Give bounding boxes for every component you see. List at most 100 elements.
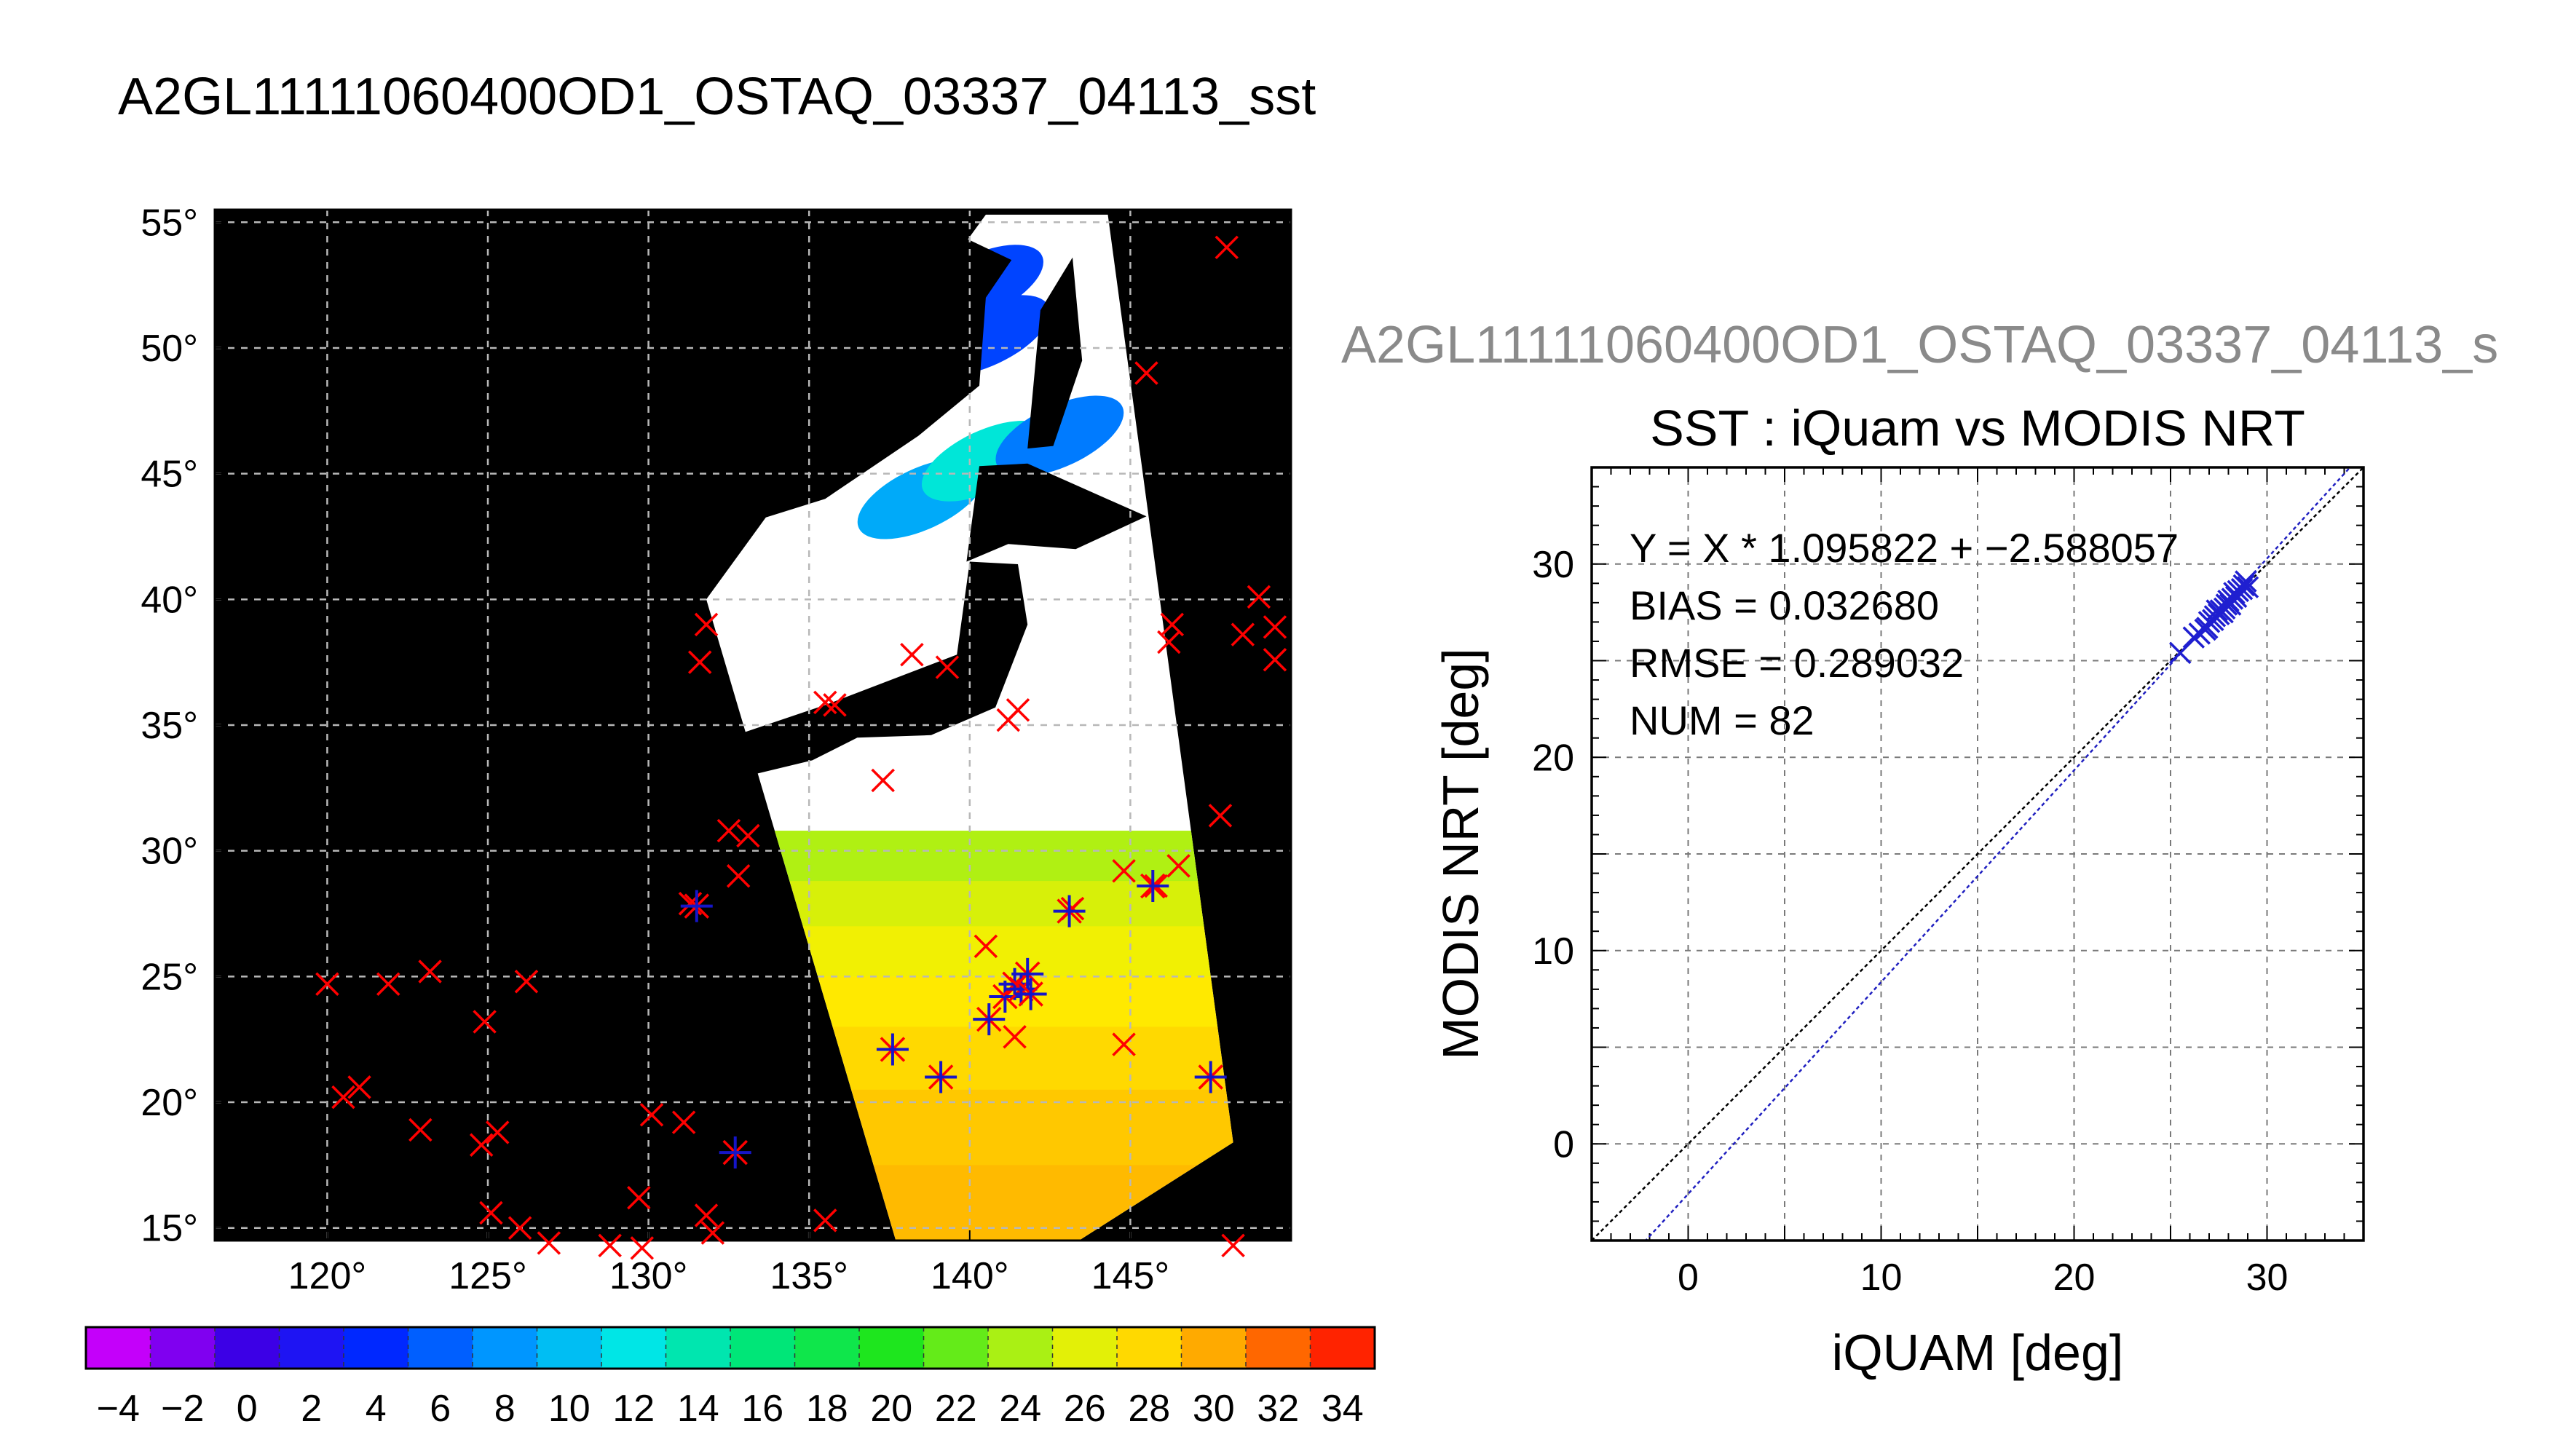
insitu-marker xyxy=(996,708,1020,732)
scatter-point xyxy=(2236,576,2259,598)
insitu-marker xyxy=(974,934,998,959)
map-grid: 120° 125° 130° 135° 140° 145° 15° 20° 25° 30° 35° 4… xyxy=(141,202,1291,1297)
insitu-marker xyxy=(1166,854,1190,878)
scatter-point xyxy=(2232,574,2255,597)
regression-line xyxy=(1644,467,2352,1241)
colorbar-tick-label: 20 xyxy=(870,1388,912,1430)
x-axis-label: iQUAM [deg] xyxy=(1832,1324,2124,1381)
insitu-marker xyxy=(376,972,400,996)
insitu-marker xyxy=(1263,647,1287,672)
colorbar-tick-label: 32 xyxy=(1257,1388,1299,1430)
insitu-marker xyxy=(514,970,539,994)
scatter-tick-label-x: 20 xyxy=(2053,1257,2096,1299)
insitu-marker xyxy=(694,1203,719,1227)
colorbar-tick-label: 30 xyxy=(1193,1388,1235,1430)
scatter-tick-label-x: 10 xyxy=(1860,1257,1903,1299)
matched-marker-plus xyxy=(876,1033,909,1066)
insitu-marker xyxy=(598,1233,622,1258)
sst-colorbar: −4 −2 0 2 4 6 8 10 12 14 16 18 20 22 24 26 28 30 32 34 xyxy=(84,1326,1376,1430)
colorbar-tick-label: 14 xyxy=(677,1388,719,1430)
colorbar-cell xyxy=(730,1327,795,1369)
land-mass xyxy=(966,463,1147,562)
insitu-marker xyxy=(347,1075,371,1099)
map-tick-label-lon: 140° xyxy=(931,1255,1009,1297)
insitu-marker xyxy=(671,1110,696,1134)
scatter-tick-label-y: 20 xyxy=(1532,737,1574,779)
insitu-marker xyxy=(900,643,924,667)
insitu-marker xyxy=(871,768,895,793)
insitu-marker xyxy=(694,612,719,637)
insitu-marker xyxy=(736,823,760,848)
insitu-marker xyxy=(639,1103,664,1127)
insitu-marker xyxy=(813,690,837,715)
insitu-marker xyxy=(1112,1032,1136,1056)
map-tick-label-lon: 135° xyxy=(770,1255,848,1297)
insitu-marker xyxy=(630,1236,655,1260)
insitu-marker xyxy=(469,1133,494,1157)
map-tick-label-lat: 15° xyxy=(141,1208,198,1250)
matched-marker-plus xyxy=(973,1003,1006,1036)
scatter-tick-label-y: 30 xyxy=(1532,544,1574,586)
colorbar-tick-label: 22 xyxy=(935,1388,977,1430)
colorbar-tick-label: 16 xyxy=(741,1388,783,1430)
sst-patch xyxy=(995,395,1124,477)
colorbar-tick-label: 10 xyxy=(548,1388,591,1430)
insitu-marker xyxy=(537,1231,561,1255)
regression-stat: Y = X * 1.095822 + −2.588057 xyxy=(1630,525,2179,571)
land-mass xyxy=(641,561,1028,826)
map-title: A2GL11111060400OD1_OSTAQ_03337_04113_sst xyxy=(118,68,1316,126)
insitu-marker xyxy=(700,1221,725,1245)
matched-marker-plus xyxy=(925,1061,957,1093)
scatter-point xyxy=(2230,578,2254,601)
colorbar-cell xyxy=(86,1327,151,1369)
colorbar-tick-label: 2 xyxy=(301,1388,322,1430)
map-tick-label-lat: 35° xyxy=(141,705,198,747)
colorbar-tick-label: 26 xyxy=(1064,1388,1106,1430)
matched-marker-plus xyxy=(680,890,713,922)
insitu-marker xyxy=(1215,235,1239,260)
map-tick-label-lat: 50° xyxy=(141,328,198,370)
scatter-point xyxy=(2211,601,2234,624)
colorbar-cell xyxy=(988,1327,1053,1369)
colorbar-cell xyxy=(150,1327,216,1369)
insitu-marker xyxy=(418,960,442,984)
map-tick-label-lat: 55° xyxy=(141,202,198,244)
scatter-tick-label-x: 0 xyxy=(1678,1257,1699,1299)
regression-stat: RMSE = 0.289032 xyxy=(1630,640,1964,686)
colorbar-tick-label: 18 xyxy=(806,1388,848,1430)
colorbar-tick-label: 6 xyxy=(430,1388,451,1430)
colorbar-cell xyxy=(279,1327,344,1369)
map-tick-label-lat: 40° xyxy=(141,579,198,621)
colorbar-tick-label: 24 xyxy=(999,1388,1041,1430)
colorbar-tick-label: 8 xyxy=(494,1388,516,1430)
insitu-marker xyxy=(315,972,339,996)
sst-map: 120° 125° 130° 135° 140° 145° 15° 20° 25° 30° 35° 4… xyxy=(141,202,1292,1297)
regression-stat: BIAS = 0.032680 xyxy=(1630,582,1939,628)
scatter-frame xyxy=(1590,466,2365,1242)
scatter-lines xyxy=(1592,467,2364,1241)
matched-marker-plus xyxy=(1053,895,1086,927)
insitu-marker xyxy=(813,1208,837,1233)
matched-marker-plus xyxy=(1137,870,1169,903)
colorbar-cell xyxy=(1310,1327,1375,1369)
insitu-marker xyxy=(1157,630,1181,654)
y-axis-label: MODIS NRT [deg] xyxy=(1432,648,1489,1059)
map-tick-label-lat: 25° xyxy=(141,956,198,998)
map-tick-label-lon: 130° xyxy=(609,1255,688,1297)
insitu-marker xyxy=(508,1216,532,1240)
scatter-plot: SST : iQuam vs MODIS NRT iQUAM [deg] MOD… xyxy=(1432,400,2365,1381)
scatter-tick-label-x: 30 xyxy=(2246,1257,2289,1299)
regression-stat: NUM = 82 xyxy=(1630,697,1814,743)
identity-line xyxy=(1592,467,2364,1241)
scatter-point xyxy=(2205,599,2228,622)
colorbar-tick-label: 4 xyxy=(366,1388,387,1430)
land-mass xyxy=(1027,257,1083,449)
map-tick-label-lon: 145° xyxy=(1091,1255,1170,1297)
map-tick-label-lon: 120° xyxy=(288,1255,367,1297)
scatter-tick-label-y: 10 xyxy=(1532,930,1574,973)
colorbar-tick-label: 34 xyxy=(1322,1388,1364,1430)
insitu-marker xyxy=(627,1186,651,1210)
colorbar-cell xyxy=(537,1327,602,1369)
map-tick-label-lat: 20° xyxy=(141,1082,198,1124)
